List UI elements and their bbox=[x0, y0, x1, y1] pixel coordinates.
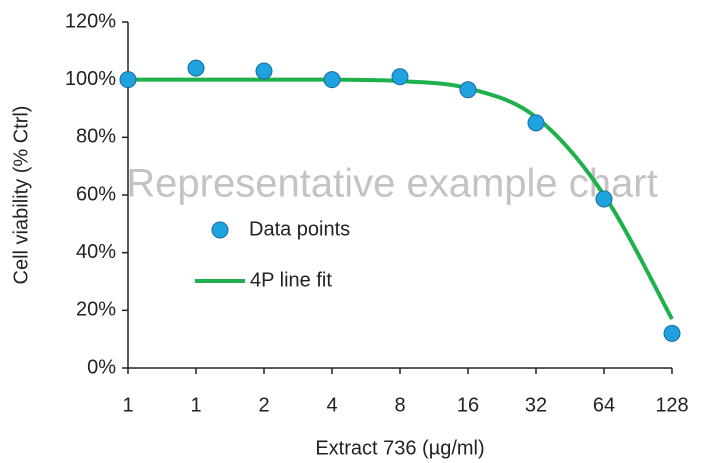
x-tick-label: 1 bbox=[122, 394, 133, 416]
x-tick-label: 1 bbox=[190, 394, 201, 416]
x-tick-label: 16 bbox=[457, 394, 479, 416]
data-point bbox=[255, 62, 273, 80]
data-point bbox=[391, 68, 409, 86]
data-point bbox=[459, 81, 477, 99]
fit-line bbox=[128, 77, 674, 320]
x-tick-label: 64 bbox=[593, 394, 615, 416]
data-point bbox=[119, 71, 137, 89]
y-axis-title: Cell viability (% Ctrl) bbox=[10, 106, 32, 285]
x-tick-label: 128 bbox=[655, 394, 688, 416]
data-point bbox=[323, 71, 341, 89]
x-tick-label: 2 bbox=[258, 394, 269, 416]
legend-label: 4P line fit bbox=[250, 269, 332, 291]
watermark: Representative example chart bbox=[126, 162, 657, 206]
data-point bbox=[527, 114, 545, 132]
y-tick-label: 0% bbox=[87, 356, 116, 378]
y-tick-label: 120% bbox=[65, 10, 116, 32]
y-tick-label: 20% bbox=[76, 299, 116, 321]
x-tick-label: 8 bbox=[394, 394, 405, 416]
x-tick-label: 32 bbox=[525, 394, 547, 416]
x-axis-title: Extract 736 (µg/ml) bbox=[315, 437, 484, 459]
data-point bbox=[663, 324, 681, 342]
data-point bbox=[187, 59, 205, 77]
legend-marker bbox=[211, 221, 229, 239]
y-tick-label: 100% bbox=[65, 68, 116, 90]
y-tick-label: 60% bbox=[76, 183, 116, 205]
x-tick-label: 4 bbox=[326, 394, 337, 416]
legend-label: Data points bbox=[249, 218, 350, 240]
y-tick-label: 80% bbox=[76, 126, 116, 148]
y-tick-label: 40% bbox=[76, 241, 116, 263]
data-point bbox=[595, 190, 613, 208]
